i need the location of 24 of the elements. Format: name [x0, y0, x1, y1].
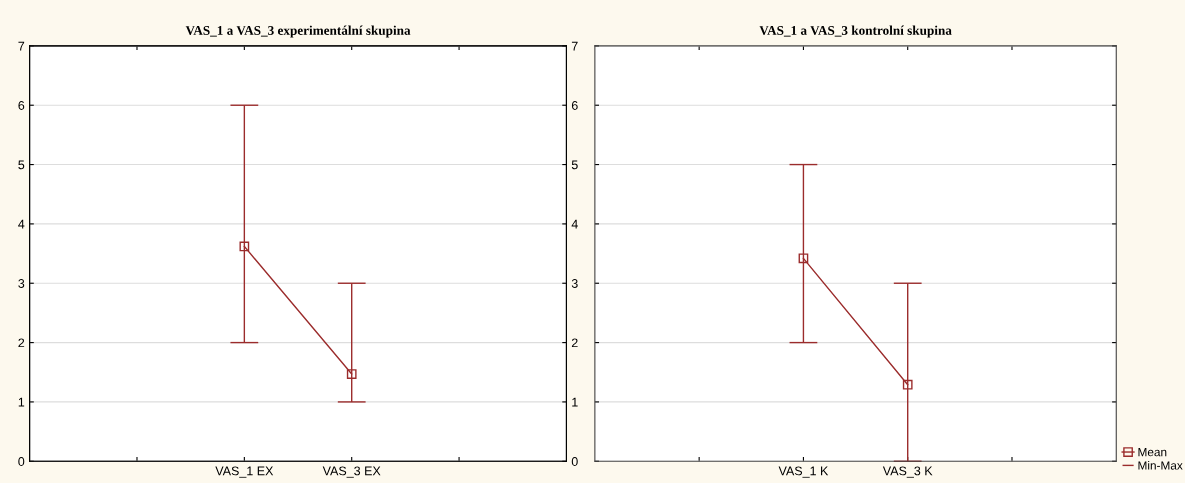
y-tick-label: 3	[18, 279, 25, 288]
x-tick-label: VAS_1 K	[778, 466, 829, 478]
text: Min-Max	[1138, 460, 1183, 470]
y-tick-label: 2	[18, 338, 25, 348]
x-tick-label: VAS_3 K	[882, 466, 933, 478]
legend-label: Mean	[1138, 448, 1167, 457]
y2-tick-label: 5	[571, 160, 578, 170]
y-tick-label: 5	[18, 160, 25, 170]
y-tick-label: 7	[18, 41, 25, 51]
chart-title: VAS_1 a VAS_3 experimentální skupina	[185, 25, 411, 38]
y2-tick-label: 7	[571, 41, 578, 51]
y2-tick-label: 4	[571, 219, 578, 229]
y2-tick-label: 2	[571, 338, 578, 348]
chart-title: VAS_1 a VAS_3 kontrolní skupina	[759, 25, 952, 38]
y-tick-label: 1	[18, 397, 25, 407]
x-tick-label: VAS_3 EX	[322, 466, 381, 478]
x-tick-label: VAS_1 EX	[215, 466, 274, 478]
y-tick-label: 0	[18, 457, 25, 466]
y-tick-label: 6	[18, 101, 25, 110]
y2-tick-label: 1	[572, 397, 578, 407]
y2-tick-label: 0	[571, 457, 578, 466]
y-tick-label: 4	[18, 219, 25, 229]
y2-tick-label: 3	[571, 279, 578, 288]
y2-tick-label: 6	[571, 101, 578, 110]
